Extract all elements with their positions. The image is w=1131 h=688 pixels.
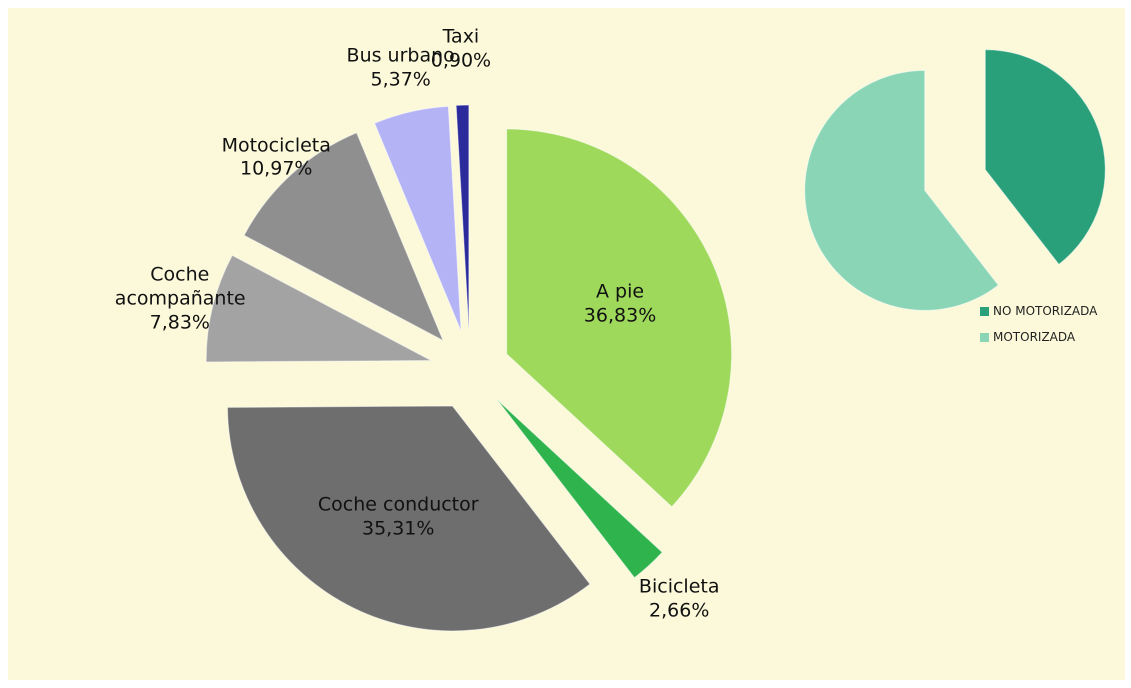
- legend-swatch: [980, 306, 989, 316]
- value-label: 0,90%: [430, 48, 492, 71]
- category-label: Bus urbano: [346, 44, 455, 67]
- value-label: 7,83%: [149, 310, 210, 333]
- legend-swatch: [980, 332, 989, 342]
- pie-slice: [373, 105, 462, 332]
- slice-label: Motocicleta 10,97%: [222, 134, 331, 182]
- pie-slice: [205, 254, 432, 363]
- slice-label: Bicicleta 2,66%: [639, 575, 720, 623]
- category-label: Taxi: [442, 25, 480, 48]
- value-label: 2,66%: [649, 598, 710, 621]
- pie-slice: [984, 49, 1106, 266]
- pie-slice: [506, 128, 733, 508]
- pie-slice: [804, 69, 1000, 311]
- pie-slice: [243, 132, 445, 342]
- category-label: Coche acompañante: [114, 263, 246, 310]
- category-label: Motocicleta: [221, 133, 331, 156]
- legend-label: MOTORIZADA: [993, 330, 1076, 344]
- pie-slice: [455, 104, 470, 331]
- legend-entry: NO MOTORIZADA: [980, 304, 1097, 318]
- slice-label: Coche acompañante 7,83%: [114, 263, 246, 334]
- category-label: Bicicleta: [638, 575, 720, 597]
- category-label: A pie: [595, 280, 645, 303]
- value-label: 10,97%: [240, 157, 313, 180]
- slice-label: Bus urbano 5,37%: [347, 44, 455, 92]
- slice-label: Coche conductor 35,31%: [318, 493, 479, 541]
- legend-entry: MOTORIZADA: [980, 330, 1075, 344]
- slice-label: Taxi 0,90%: [431, 25, 491, 73]
- pie-slice: [226, 405, 591, 632]
- legend-label: NO MOTORIZADA: [993, 304, 1098, 318]
- category-label: Coche conductor: [317, 493, 479, 516]
- value-label: 35,31%: [362, 517, 435, 540]
- value-label: 36,83%: [583, 304, 657, 327]
- pie-slice: [496, 399, 663, 579]
- value-label: 5,37%: [370, 67, 431, 90]
- slice-label: A pie 36,83%: [584, 281, 656, 329]
